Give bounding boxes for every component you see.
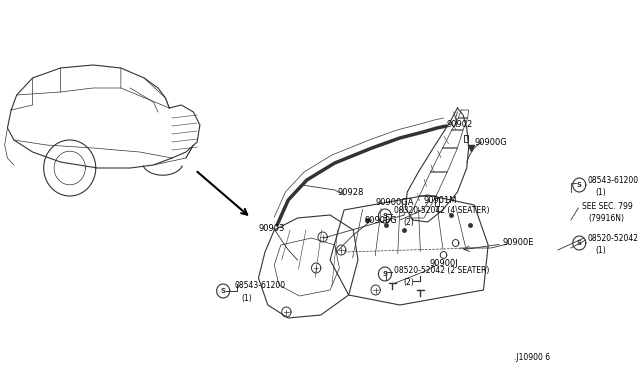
Text: SEE SEC. 799: SEE SEC. 799 — [582, 202, 633, 211]
Text: .J10900 6: .J10900 6 — [514, 353, 550, 362]
Text: 08520-52042 (2 SEATER): 08520-52042 (2 SEATER) — [394, 266, 490, 275]
Polygon shape — [452, 240, 459, 247]
Text: 90903: 90903 — [259, 224, 285, 232]
Text: S: S — [383, 271, 387, 277]
Text: S: S — [383, 213, 387, 219]
Text: 08520-52042: 08520-52042 — [588, 234, 639, 243]
Text: S: S — [577, 240, 582, 246]
Text: 90928: 90928 — [337, 187, 364, 196]
Text: 08543-61200: 08543-61200 — [234, 282, 285, 291]
Text: (79916N): (79916N) — [589, 214, 625, 222]
Text: 90900G: 90900G — [365, 215, 397, 224]
Text: S: S — [577, 182, 582, 188]
Text: (1): (1) — [595, 246, 606, 254]
Text: 90900J: 90900J — [429, 260, 458, 269]
Text: 08543-61200: 08543-61200 — [588, 176, 639, 185]
Text: 90900E: 90900E — [502, 237, 534, 247]
Text: 90901M: 90901M — [423, 196, 456, 205]
Text: 90900G: 90900G — [474, 138, 507, 147]
Text: S: S — [221, 288, 226, 294]
Text: 90902: 90902 — [446, 119, 472, 128]
Polygon shape — [440, 251, 447, 259]
Text: (2): (2) — [404, 278, 414, 286]
Text: (1): (1) — [595, 187, 606, 196]
Text: (2): (2) — [404, 218, 414, 227]
Text: 08320-52042 (4 SEATER): 08320-52042 (4 SEATER) — [394, 205, 490, 215]
Text: 90900GA: 90900GA — [376, 198, 414, 206]
Text: (1): (1) — [242, 294, 253, 302]
